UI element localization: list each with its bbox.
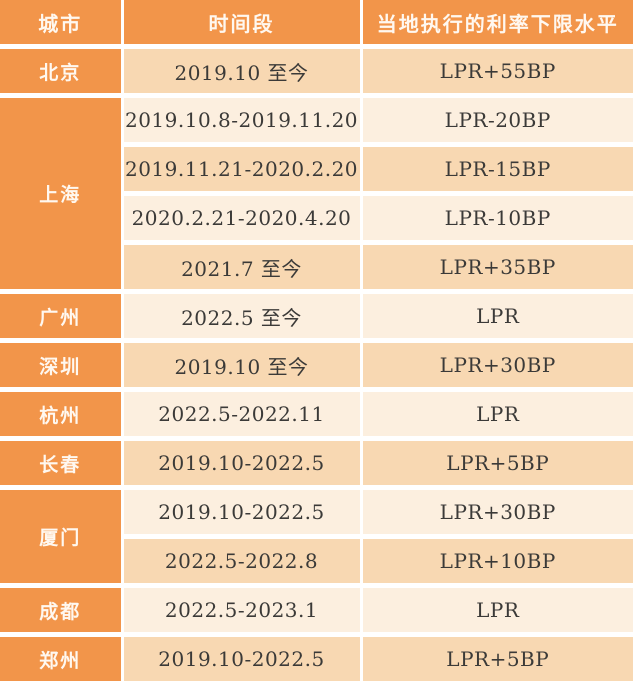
city-cell-shanghai: 上海 bbox=[0, 93, 124, 294]
table-row: 长春 2019.10-2022.5 LPR+5BP bbox=[0, 436, 633, 490]
period-cell: 2019.10.8-2019.11.20 bbox=[120, 93, 363, 147]
header-period: 时间段 bbox=[120, 0, 363, 49]
period-cell: 2022.5-2022.11 bbox=[120, 387, 363, 441]
city-cell-zhengzhou: 郑州 bbox=[0, 632, 124, 684]
rate-cell: LPR-20BP bbox=[359, 93, 633, 147]
rate-cell: LPR+30BP bbox=[359, 338, 633, 392]
period-cell: 2019.11.21-2020.2.20 bbox=[122, 142, 363, 196]
rate-cell: LPR+10BP bbox=[359, 534, 633, 588]
city-cell-chengdu: 成都 bbox=[0, 583, 124, 637]
period-cell: 2022.5-2023.1 bbox=[120, 583, 363, 637]
rate-cell: LPR bbox=[359, 387, 633, 441]
rate-cell: LPR+5BP bbox=[359, 632, 633, 684]
table-row: 郑州 2019.10-2022.5 LPR+5BP bbox=[0, 632, 633, 684]
period-cell: 2021.7 至今 bbox=[122, 240, 363, 294]
table-row: 深圳 2019.10 至今 LPR+30BP bbox=[0, 338, 633, 392]
table-row: 上海 2019.10.8-2019.11.20 LPR-20BP bbox=[0, 93, 633, 294]
table-row: 2021.7 至今 LPR+35BP bbox=[0, 240, 633, 294]
table-row: 杭州 2022.5-2022.11 LPR bbox=[0, 387, 633, 441]
header-city: 城市 bbox=[0, 0, 124, 49]
table-row: 成都 2022.5-2023.1 LPR bbox=[0, 583, 633, 637]
rate-cell: LPR bbox=[359, 289, 633, 343]
city-cell-xiamen: 厦门 bbox=[0, 485, 124, 588]
period-cell: 2019.10 至今 bbox=[120, 44, 363, 98]
period-cell: 2019.10-2022.5 bbox=[120, 632, 363, 684]
rate-cell: LPR-15BP bbox=[359, 142, 633, 196]
period-cell: 2019.10-2022.5 bbox=[120, 485, 363, 539]
city-cell-shenzhen: 深圳 bbox=[0, 338, 124, 392]
period-cell: 2019.10 至今 bbox=[120, 338, 363, 392]
table-row: 厦门 2019.10-2022.5 LPR+30BP bbox=[0, 485, 633, 588]
city-cell-beijing: 北京 bbox=[0, 44, 124, 98]
rate-cell: LPR+30BP bbox=[359, 485, 633, 539]
period-cell: 2022.5 至今 bbox=[120, 289, 363, 343]
period-cell: 2019.10-2022.5 bbox=[120, 436, 363, 490]
rate-cell: LPR+5BP bbox=[359, 436, 633, 490]
table-row: 2022.5-2022.8 LPR+10BP bbox=[0, 534, 633, 588]
table-row: 广州 2022.5 至今 LPR bbox=[0, 289, 633, 343]
city-cell-hangzhou: 杭州 bbox=[0, 387, 124, 441]
table-row: 2019.11.21-2020.2.20 LPR-15BP bbox=[0, 142, 633, 196]
rate-cell: LPR-10BP bbox=[359, 191, 633, 245]
period-cell: 2022.5-2022.8 bbox=[122, 534, 363, 588]
table-row: 2020.2.21-2020.4.20 LPR-10BP bbox=[0, 191, 633, 245]
rate-cell: LPR+55BP bbox=[359, 44, 633, 98]
rate-table: 城市 时间段 当地执行的利率下限水平 北京 2019.10 至今 LPR+55B… bbox=[0, 0, 633, 684]
rate-cell: LPR+35BP bbox=[359, 240, 633, 294]
period-cell: 2020.2.21-2020.4.20 bbox=[122, 191, 363, 245]
city-cell-guangzhou: 广州 bbox=[0, 289, 124, 343]
header-rate: 当地执行的利率下限水平 bbox=[359, 0, 633, 49]
table-row: 北京 2019.10 至今 LPR+55BP bbox=[0, 44, 633, 98]
rate-cell: LPR bbox=[359, 583, 633, 637]
header-row: 城市 时间段 当地执行的利率下限水平 bbox=[0, 0, 633, 49]
city-cell-changchun: 长春 bbox=[0, 436, 124, 490]
